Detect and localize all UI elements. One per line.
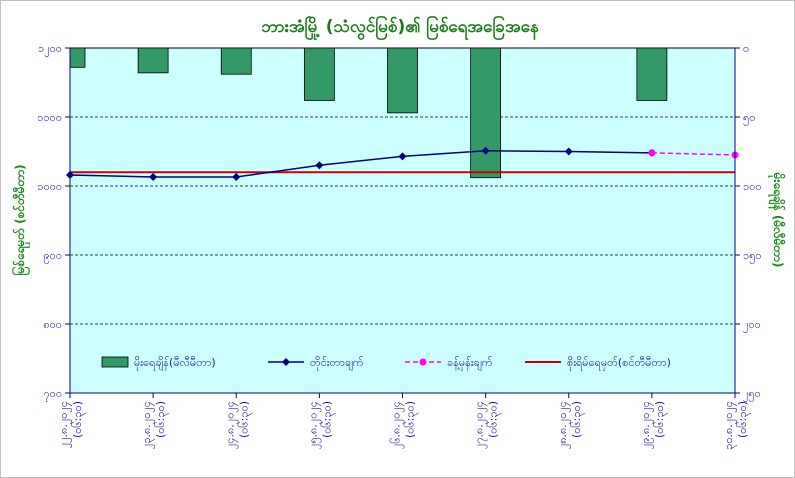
x-tick-label-group: ၂၃.၈.၂၀၂၄ (၀၆:၃၀) (140, 401, 169, 449)
measured-point (315, 161, 324, 170)
x-tick-time: (၀၆:၃၀) (404, 401, 419, 438)
x-tick-label-group: ၂၇.၈.၂၀၂၄ (၀၆:၃၀) (473, 401, 502, 449)
measured-point (481, 146, 490, 155)
rainfall-bar (387, 47, 418, 114)
right-tick-label: ၂၅၀ (743, 387, 761, 402)
x-tick-label-group: ၂၈.၈.၂၀၂၄ (၀၆:၃၀) (556, 401, 585, 449)
left-tick-label: ၈၀၀ (43, 318, 62, 331)
x-tick-date: ၂၅.၈.၂၀၂၄ (306, 401, 321, 449)
x-tick-date: ၂၉.၈.၂၀၂၄ (639, 401, 654, 449)
x-tick-label-group: ၂၆.၈.၂၀၂၄ (၀၆:၃၀) (390, 401, 419, 449)
right-tick-label: ၀ (743, 42, 749, 55)
right-axis-label: မိုးရေချိန် (မီလီမီတာ) (767, 172, 787, 268)
gridlines (70, 116, 735, 325)
x-tick-time: (၀၆:၃၀) (237, 401, 252, 438)
right-tick-label: ၁၀၀ (743, 180, 762, 193)
legend-label: ခန့်မှန်းချက် (447, 356, 493, 371)
left-axis-ticks: ၇၀၀ ၈၀၀ ၉၀၀ ၁၀၀၀ ၁၁၀၀ ၁၂၀၀ (37, 42, 70, 402)
measured-line (69, 150, 652, 178)
legend: မိုးရေချိန်(မီလီမီတာ) တိုင်းတာချက် ခန့်မှန… (101, 356, 671, 371)
x-tick-time: (၀၆:၃၀) (570, 401, 585, 438)
left-tick-label: ၁၀၀၀ (37, 180, 62, 193)
measured-point (398, 152, 407, 161)
x-tick-label-group: ၂၉.၈.၂၀၂၄ (၀၆:၃၀) (639, 401, 668, 449)
rainfall-bar (69, 47, 86, 68)
x-axis-ticks: ၂၂.၈.၂၀၂၄ (၀၆:၃၀) ၂၃.၈.၂၀၂၄ (၀၆:၃၀) ၂၄.၈.၂၀၂… (57, 393, 751, 450)
x-tick-time: (၀၆:၃၀) (736, 401, 751, 438)
x-tick-date: ၂၈.၈.၂၀၂၄ (556, 401, 571, 449)
x-tick-date: ၂၃.၈.၂၀၂၄ (140, 401, 155, 449)
forecast-point (648, 149, 656, 157)
x-tick-time: (၀၆:၃၀) (71, 401, 86, 438)
x-tick-time: (၀၆:၃၀) (154, 401, 169, 438)
rainfall-bar (470, 47, 502, 179)
x-tick-date: ၂၆.၈.၂၀၂၄ (390, 401, 405, 449)
x-tick-label-group: ၃၀.၈.၂၀၂၄ (၀၆:၃၀) (722, 401, 751, 450)
right-tick-label: ၂၀၀ (743, 318, 761, 333)
x-tick-date: ၂၄.၈.၂၀၂၄ (223, 401, 238, 449)
right-tick-label: ၅၀ (743, 111, 755, 126)
x-tick-date: ၂၇.၈.၂၀၂၄ (473, 401, 488, 449)
x-tick-time: (၀၆:၃၀) (487, 401, 502, 438)
legend-label: မိုးရေချိန်(မီလီမီတာ) (134, 356, 216, 371)
legend-label: တိုင်းတာချက် (310, 356, 364, 371)
x-tick-date: ၃၀.၈.၂၀၂၄ (722, 401, 737, 450)
x-tick-date: ၂၂.၈.၂၀၂၄ (57, 401, 72, 448)
legend-marker-measured (282, 358, 290, 366)
rainfall-bar (303, 47, 335, 101)
rainfall-bar (220, 47, 252, 75)
measured-point (149, 173, 158, 182)
measured-point (232, 173, 241, 182)
left-tick-label: ၁၁၀၀ (37, 111, 62, 124)
left-tick-label: ၁၂၀၀ (38, 42, 62, 57)
left-tick-label: ၉၀၀ (43, 249, 62, 264)
rainfall-bar (636, 47, 668, 101)
water-level-lines (66, 146, 739, 182)
x-tick-label-group: ၂၄.၈.၂၀၂၄ (၀၆:၃၀) (223, 401, 252, 449)
legend-label: စိုးရိမ်ရေမှတ်(စင်တီမီတာ) (567, 356, 671, 371)
rainfall-bar (137, 47, 169, 74)
x-tick-label-group: ၂၅.၈.၂၀၂၄ (၀၆:၃၀) (306, 401, 335, 449)
legend-swatch-rainfall (101, 356, 129, 368)
x-tick-label-group: ၂၂.၈.၂၀၂၄ (၀၆:၃၀) (57, 401, 86, 448)
right-tick-label: ၁၅၀ (743, 249, 762, 264)
chart-title: ဘားအံမြို့ (သံလွင်မြစ်)၏ မြစ်ရေအခြေအနေ (260, 14, 538, 41)
legend-marker-forecast (419, 358, 427, 366)
x-tick-time: (၀၆:၃၀) (653, 401, 668, 438)
left-tick-label: ၇၀၀ (43, 387, 62, 402)
rainfall-bars (69, 47, 668, 179)
measured-point (564, 147, 573, 156)
forecast-line (651, 152, 736, 156)
x-tick-time: (၀၆:၃၀) (320, 401, 335, 438)
left-axis-label: မြစ်ရေမှတ် (စင်တီမီတာ) (10, 164, 31, 275)
